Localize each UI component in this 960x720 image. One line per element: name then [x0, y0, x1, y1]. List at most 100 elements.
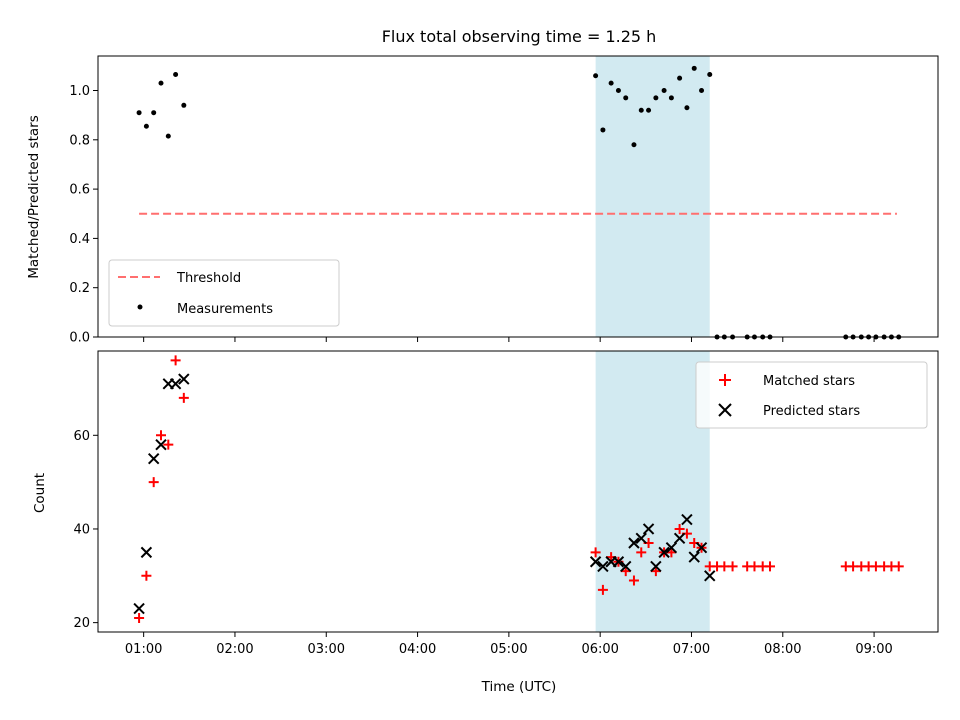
matched-star-point: [893, 561, 904, 572]
predicted-star-point: [673, 532, 686, 545]
measurement-point: [646, 107, 652, 113]
top-ytick-label: 0.6: [69, 183, 90, 198]
measurement-point: [684, 105, 690, 111]
bottom-xtick-label: 04:00: [399, 642, 436, 657]
bottom-ytick-label: 60: [73, 429, 90, 444]
bottom-ytick-label: 20: [73, 616, 90, 631]
predicted-star-point: [658, 546, 670, 559]
bottom-legend-box: [695, 361, 928, 429]
top-legend: Threshold Measurements: [108, 259, 340, 327]
predicted-star-point: [620, 560, 632, 573]
measurement-point: [631, 142, 637, 148]
matched-star-point: [141, 570, 152, 581]
matched-star-point: [597, 584, 608, 595]
predicted-star-point: [695, 541, 708, 554]
measurement-points: [136, 65, 902, 340]
predicted-star-point: [133, 602, 145, 615]
top-ytick-label: 0.4: [69, 232, 90, 247]
predicted-star-point: [642, 523, 655, 535]
predicted-star-point: [628, 537, 640, 549]
predicted-star-point: [650, 560, 662, 573]
bottom-axes-frame: [97, 350, 939, 633]
matched-star-point: [765, 561, 775, 572]
predicted-star-point: [178, 373, 190, 385]
top-shaded-region: [595, 56, 710, 337]
bottom-xtick-label: 03:00: [308, 642, 345, 657]
predicted-star-point: [169, 378, 182, 390]
matched-star-point: [674, 523, 685, 534]
measurement-point: [623, 95, 629, 101]
top-ytick-label: 0.2: [69, 281, 90, 296]
measurement-point: [165, 133, 171, 139]
legend-predicted-swatch: [718, 403, 732, 417]
bottom-xtick-label: 02:00: [216, 642, 253, 657]
bottom-ticks: 20 40 60 01:00 02:00 03:00 04:00 05:00 06:00 07:0…: [73, 429, 892, 657]
matched-star-point: [178, 392, 189, 403]
predicted-star-point: [665, 541, 678, 554]
top-legend-box: [108, 259, 340, 327]
predicted-star-point: [589, 556, 602, 568]
matched-star-point: [163, 439, 174, 450]
legend-predicted-label: Predicted stars: [763, 404, 860, 419]
bottom-xtick-label: 06:00: [581, 642, 618, 657]
matched-star-point: [170, 355, 181, 366]
measurement-point: [707, 71, 713, 77]
bottom-axes: 20 40 60 01:00 02:00 03:00 04:00 05:00 06:00 07:0…: [32, 350, 939, 695]
measurement-point: [653, 95, 659, 101]
matched-star-points: [134, 355, 904, 623]
measurement-point: [638, 107, 644, 113]
matched-star-point: [727, 561, 738, 572]
measurement-point: [593, 73, 599, 79]
predicted-star-point: [612, 556, 625, 568]
predicted-star-point: [704, 570, 716, 582]
bottom-shaded-region: [595, 351, 710, 632]
top-ytick-label: 1.0: [69, 84, 90, 99]
predicted-star-point: [688, 551, 700, 563]
predicted-star-point: [147, 453, 160, 465]
bottom-ylabel: Count: [32, 473, 48, 513]
predicted-star-point: [681, 513, 693, 526]
top-ticks: 0.0 0.2 0.4 0.6 0.8 1.0: [69, 84, 875, 346]
legend-measurements-swatch: [137, 304, 143, 310]
top-axes-frame: [97, 55, 939, 338]
predicted-star-point: [140, 546, 153, 559]
matched-star-point: [156, 430, 166, 441]
predicted-star-point: [155, 438, 167, 451]
bottom-ytick-label: 40: [73, 522, 90, 537]
matched-star-point: [148, 477, 159, 488]
predicted-star-point: [597, 560, 609, 573]
legend-matched-swatch: [719, 374, 731, 386]
measurement-point: [615, 88, 621, 94]
predicted-star-points: [133, 373, 716, 615]
bottom-xtick-label: 01:00: [125, 642, 162, 657]
measurement-point: [677, 75, 683, 81]
x-axis-label: Time (UTC): [481, 679, 557, 695]
measurement-point: [600, 127, 606, 133]
top-ylabel: Matched/Predicted stars: [26, 115, 42, 278]
predicted-star-point: [635, 532, 647, 545]
measurement-point: [151, 110, 157, 116]
top-ytick-label: 0.8: [69, 133, 90, 148]
measurement-point: [661, 88, 667, 94]
matched-star-point: [590, 547, 601, 558]
measurement-point: [668, 95, 674, 101]
chart-title: Flux total observing time = 1.25 h: [382, 27, 657, 46]
legend-measurements-label: Measurements: [177, 302, 273, 317]
bottom-legend: Matched stars Predicted stars: [695, 361, 928, 429]
measurement-point: [608, 80, 614, 86]
measurement-point: [699, 88, 705, 94]
measurement-point: [136, 110, 142, 116]
bottom-xtick-label: 07:00: [673, 642, 710, 657]
matched-star-point: [134, 612, 145, 623]
measurement-point: [158, 80, 164, 86]
measurement-point: [181, 102, 187, 108]
matched-star-point: [628, 575, 639, 586]
measurement-point: [173, 71, 179, 77]
bottom-xtick-label: 08:00: [764, 642, 801, 657]
measurement-point: [143, 123, 149, 129]
bottom-xtick-label: 05:00: [490, 642, 527, 657]
measurement-point: [691, 65, 697, 71]
top-ytick-label: 0.0: [69, 331, 90, 346]
